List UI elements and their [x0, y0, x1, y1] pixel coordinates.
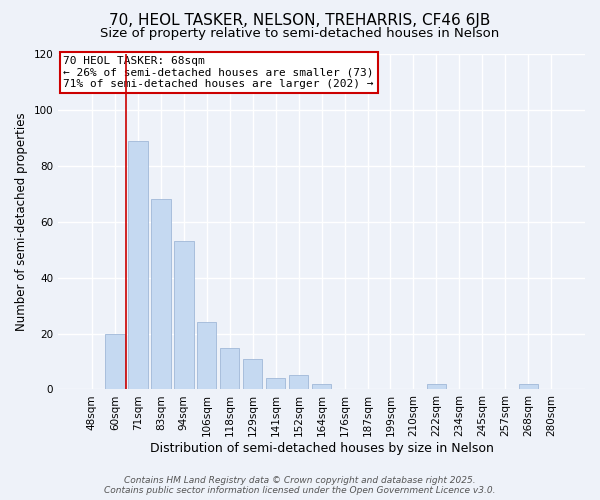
Bar: [427, 384, 446, 390]
Bar: [220, 348, 239, 390]
Bar: [289, 376, 308, 390]
Y-axis label: Number of semi-detached properties: Number of semi-detached properties: [15, 112, 28, 331]
Bar: [518, 384, 538, 390]
Bar: [197, 322, 217, 390]
Bar: [243, 358, 262, 390]
X-axis label: Distribution of semi-detached houses by size in Nelson: Distribution of semi-detached houses by …: [149, 442, 494, 455]
Text: Contains HM Land Registry data © Crown copyright and database right 2025.
Contai: Contains HM Land Registry data © Crown c…: [104, 476, 496, 495]
Bar: [312, 384, 331, 390]
Bar: [128, 140, 148, 390]
Text: 70, HEOL TASKER, NELSON, TREHARRIS, CF46 6JB: 70, HEOL TASKER, NELSON, TREHARRIS, CF46…: [109, 12, 491, 28]
Bar: [105, 334, 125, 390]
Bar: [151, 200, 170, 390]
Bar: [174, 242, 194, 390]
Bar: [266, 378, 286, 390]
Text: Size of property relative to semi-detached houses in Nelson: Size of property relative to semi-detach…: [100, 28, 500, 40]
Text: 70 HEOL TASKER: 68sqm
← 26% of semi-detached houses are smaller (73)
71% of semi: 70 HEOL TASKER: 68sqm ← 26% of semi-deta…: [64, 56, 374, 89]
